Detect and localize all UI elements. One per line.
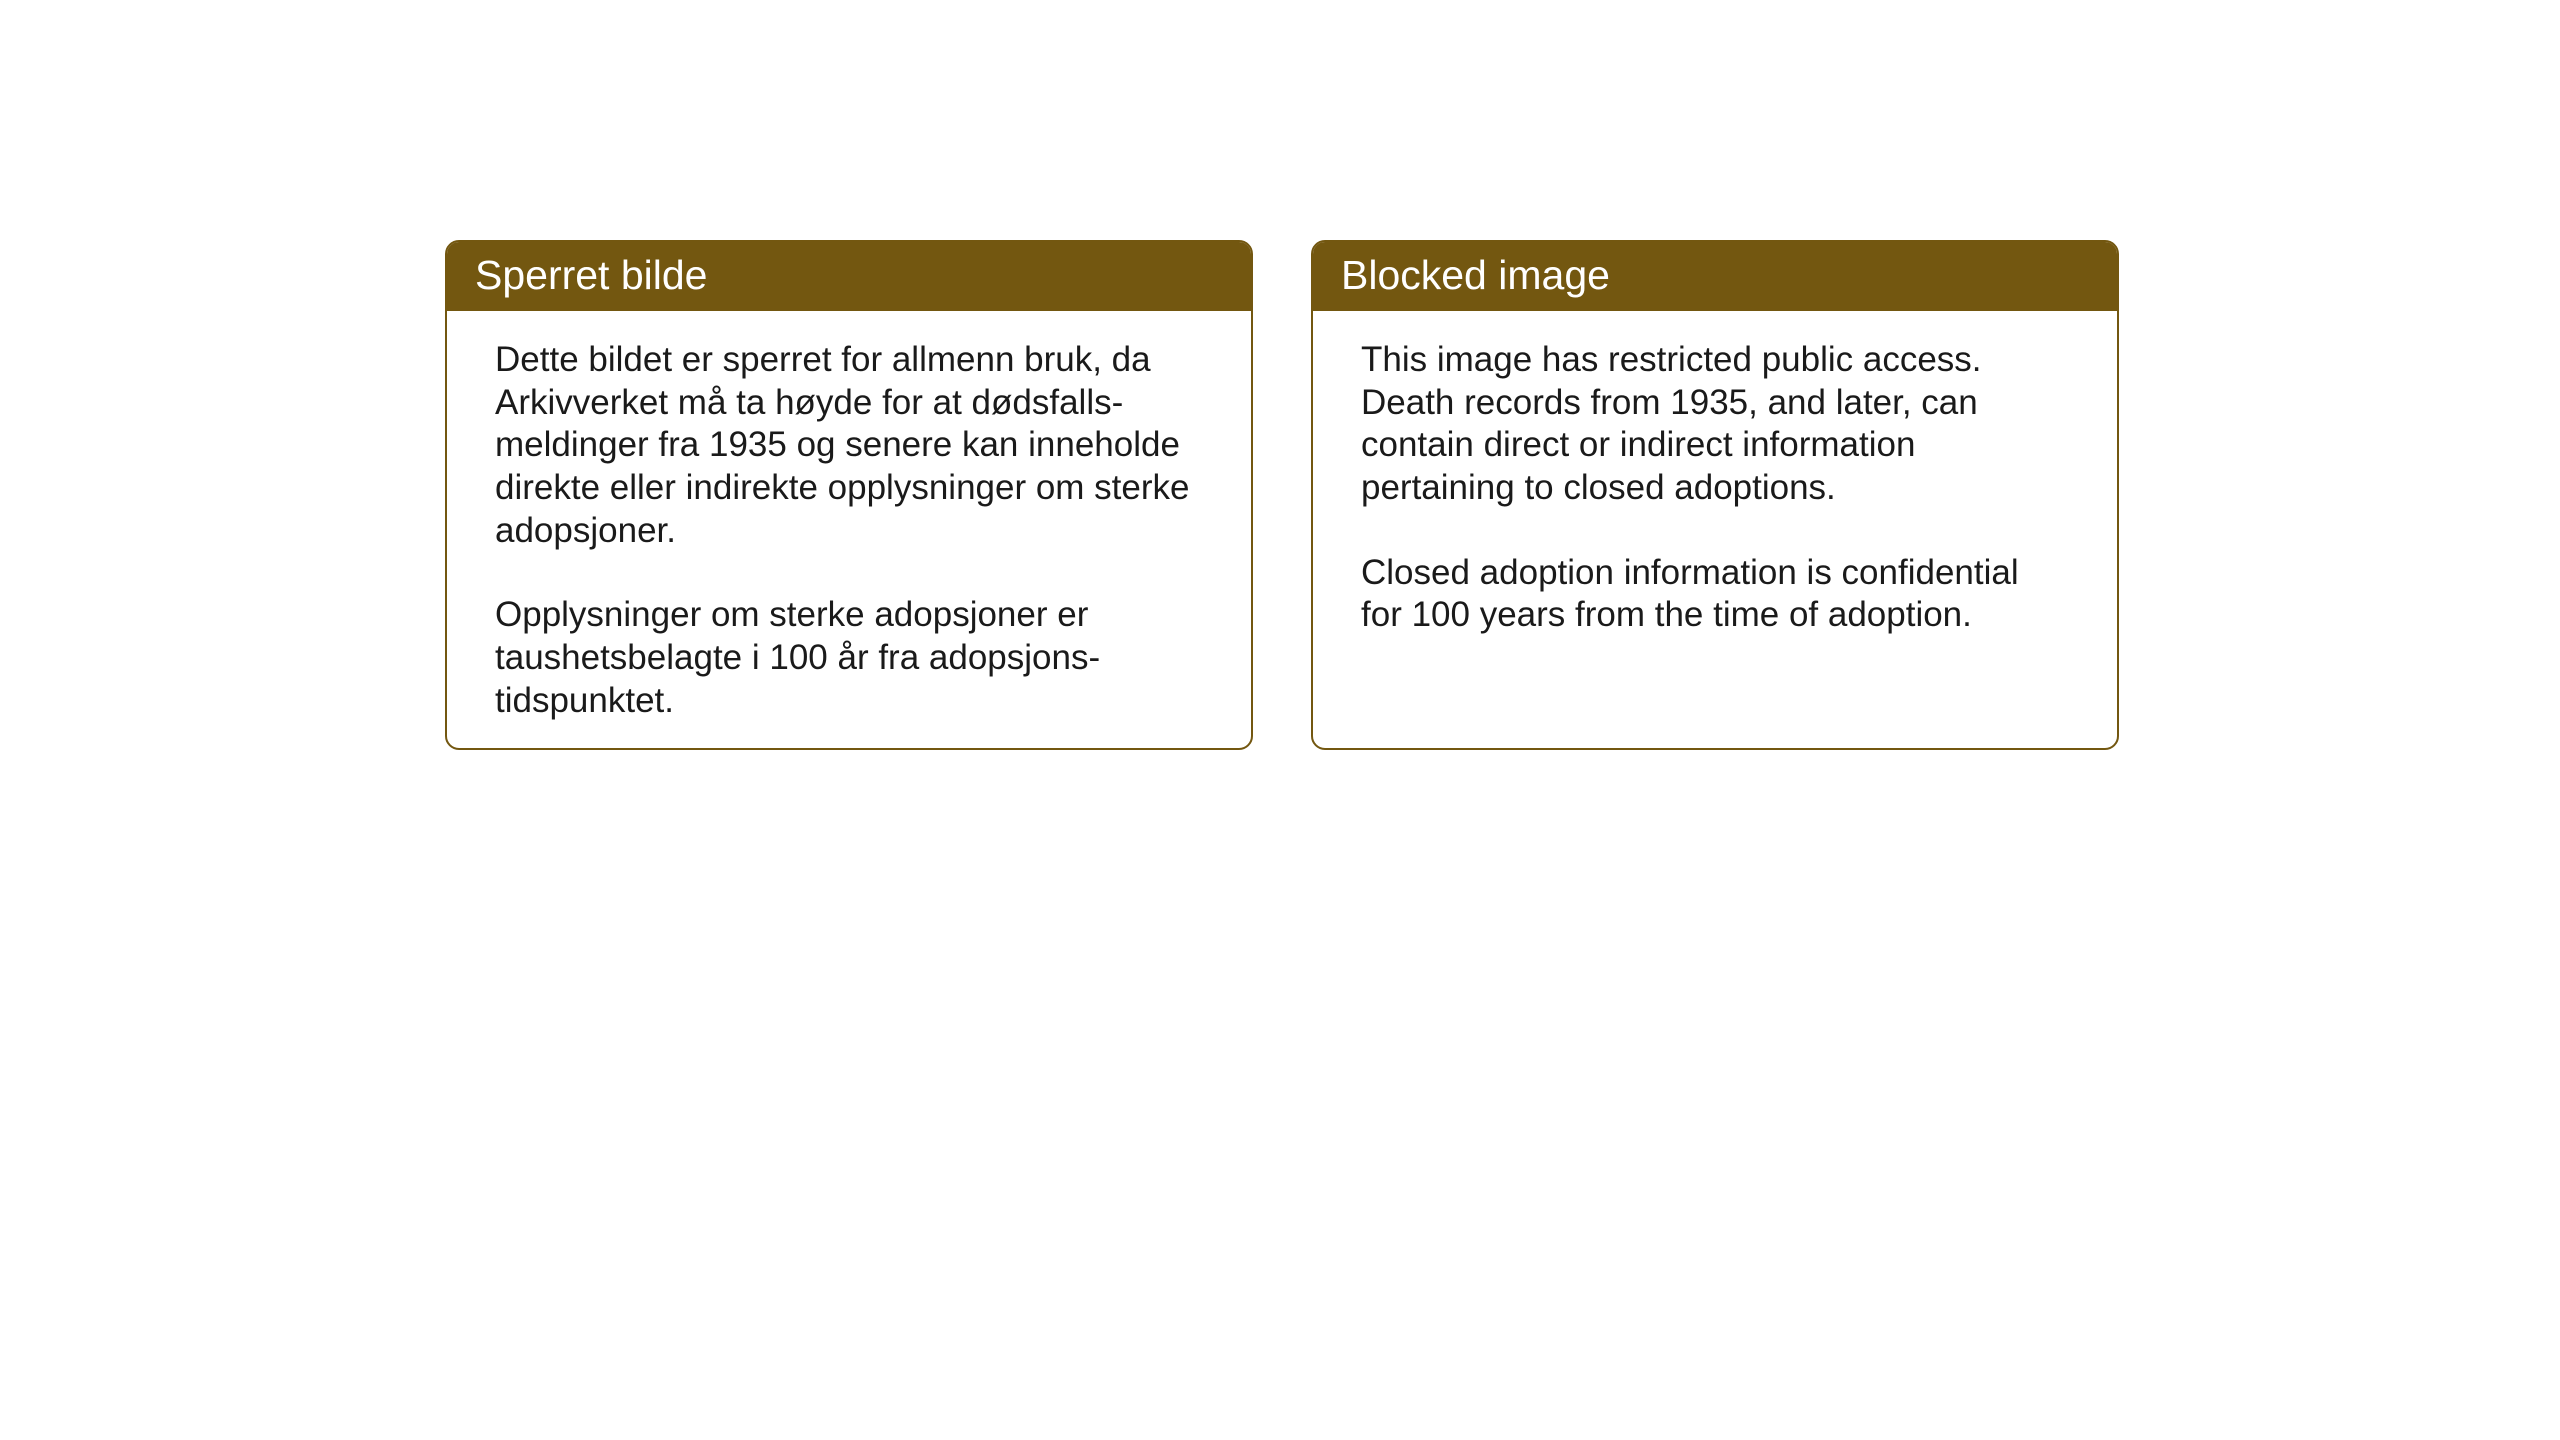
english-paragraph-1: This image has restricted public access.… bbox=[1361, 339, 2069, 510]
norwegian-card-title: Sperret bilde bbox=[447, 242, 1251, 311]
norwegian-notice-card: Sperret bilde Dette bildet er sperret fo… bbox=[445, 240, 1253, 750]
norwegian-paragraph-2: Opplysninger om sterke adopsjoner er tau… bbox=[495, 594, 1203, 722]
notice-container: Sperret bilde Dette bildet er sperret fo… bbox=[445, 240, 2119, 750]
english-card-body: This image has restricted public access.… bbox=[1313, 311, 2117, 677]
english-paragraph-2: Closed adoption information is confident… bbox=[1361, 552, 2069, 637]
norwegian-paragraph-1: Dette bildet er sperret for allmenn bruk… bbox=[495, 339, 1203, 552]
norwegian-card-body: Dette bildet er sperret for allmenn bruk… bbox=[447, 311, 1251, 750]
english-card-title: Blocked image bbox=[1313, 242, 2117, 311]
english-notice-card: Blocked image This image has restricted … bbox=[1311, 240, 2119, 750]
